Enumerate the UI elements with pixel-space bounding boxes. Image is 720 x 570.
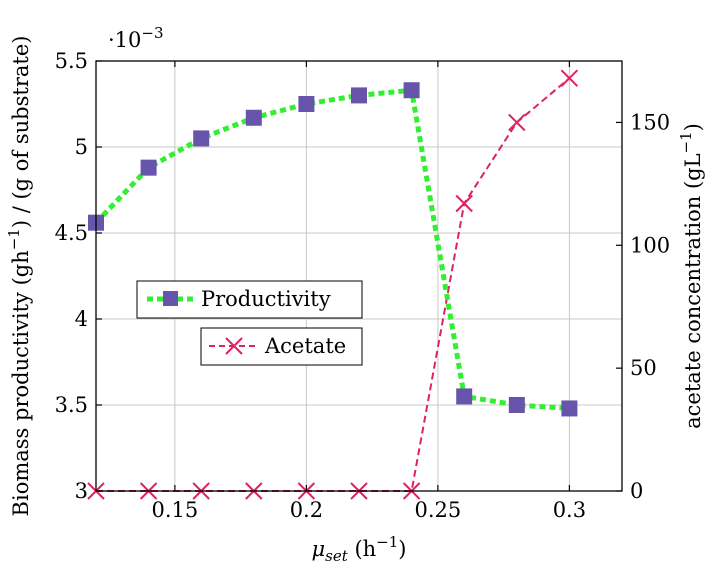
y-left-tick-label: 4.5 — [55, 221, 88, 245]
legend-productivity-swatch-marker — [163, 291, 178, 306]
productivity-marker — [508, 397, 525, 413]
x-axis-title-unit-exp: −1 — [376, 533, 398, 551]
productivity-marker — [403, 82, 420, 99]
productivity-marker — [193, 130, 210, 147]
legend-productivity-label: Productivity — [201, 287, 331, 311]
y-right-title-exp: −1 — [677, 131, 695, 153]
y-left-scale-base: ·10 — [108, 28, 141, 52]
productivity-marker — [245, 109, 262, 126]
legend-acetate: Acetate — [200, 327, 363, 366]
productivity-marker — [456, 388, 473, 405]
y-left-tick-label: 3.5 — [55, 393, 88, 417]
y-left-title-exp: −1 — [5, 228, 23, 250]
y-right-tick-label: 100 — [630, 233, 670, 257]
y-right-title-b: ) — [681, 123, 705, 131]
y-right-title-a: acetate concentration (gL — [681, 153, 705, 428]
y-left-title-b: ) / (g of substrate) — [9, 36, 33, 229]
acetate-marker — [508, 113, 526, 132]
x-tick-label: 0.3 — [553, 498, 586, 522]
x-axis-title-unit-close: ) — [398, 537, 406, 561]
x-axis-title: μset (h−1) — [312, 533, 407, 565]
plot-frame — [95, 60, 623, 492]
acetate-marker — [455, 194, 473, 213]
y-right-axis-title: acetate concentration (gL−1) — [677, 123, 705, 429]
y-left-axis-title: Biomass productivity (gh−1) / (g of subs… — [5, 36, 33, 517]
x-axis-title-sub: set — [325, 547, 349, 565]
ticks: 0.15 0.2 0.25 0.3 3 3.5 4 4.5 5 5.5 0 50 100 150 — [55, 49, 671, 522]
legend-productivity: Productivity — [136, 280, 363, 319]
x-axis-title-main: μ — [312, 537, 326, 561]
y-left-tick-label: 5.5 — [55, 49, 88, 73]
y-right-tick-label: 50 — [630, 356, 657, 380]
productivity-marker — [561, 400, 578, 417]
y-left-tick-label: 3 — [75, 479, 88, 503]
y-left-scale-exp: −3 — [141, 24, 163, 42]
legend-acetate-swatch-marker — [225, 337, 243, 355]
x-tick-label: 0.25 — [415, 498, 462, 522]
productivity-line — [94, 87, 570, 411]
y-left-tick-label: 5 — [75, 135, 88, 159]
x-axis-title-unit-open: (h — [348, 537, 376, 561]
y-left-title-a: Biomass productivity (gh — [9, 250, 33, 516]
y-right-tick-label: 150 — [630, 110, 670, 134]
productivity-marker — [298, 96, 315, 112]
x-tick-label: 0.2 — [290, 498, 323, 522]
x-tick-label: 0.15 — [152, 498, 199, 522]
y-left-tick-label: 4 — [75, 307, 88, 331]
y-left-scale-label: ·10−3 — [108, 24, 164, 52]
productivity-marker — [351, 87, 367, 104]
productivity-marker — [140, 159, 157, 176]
y-right-tick-label: 0 — [630, 479, 643, 503]
grid — [96, 60, 622, 492]
legend-acetate-box — [200, 327, 363, 366]
legend-acetate-label: Acetate — [264, 334, 346, 358]
acetate-marker — [560, 69, 579, 87]
